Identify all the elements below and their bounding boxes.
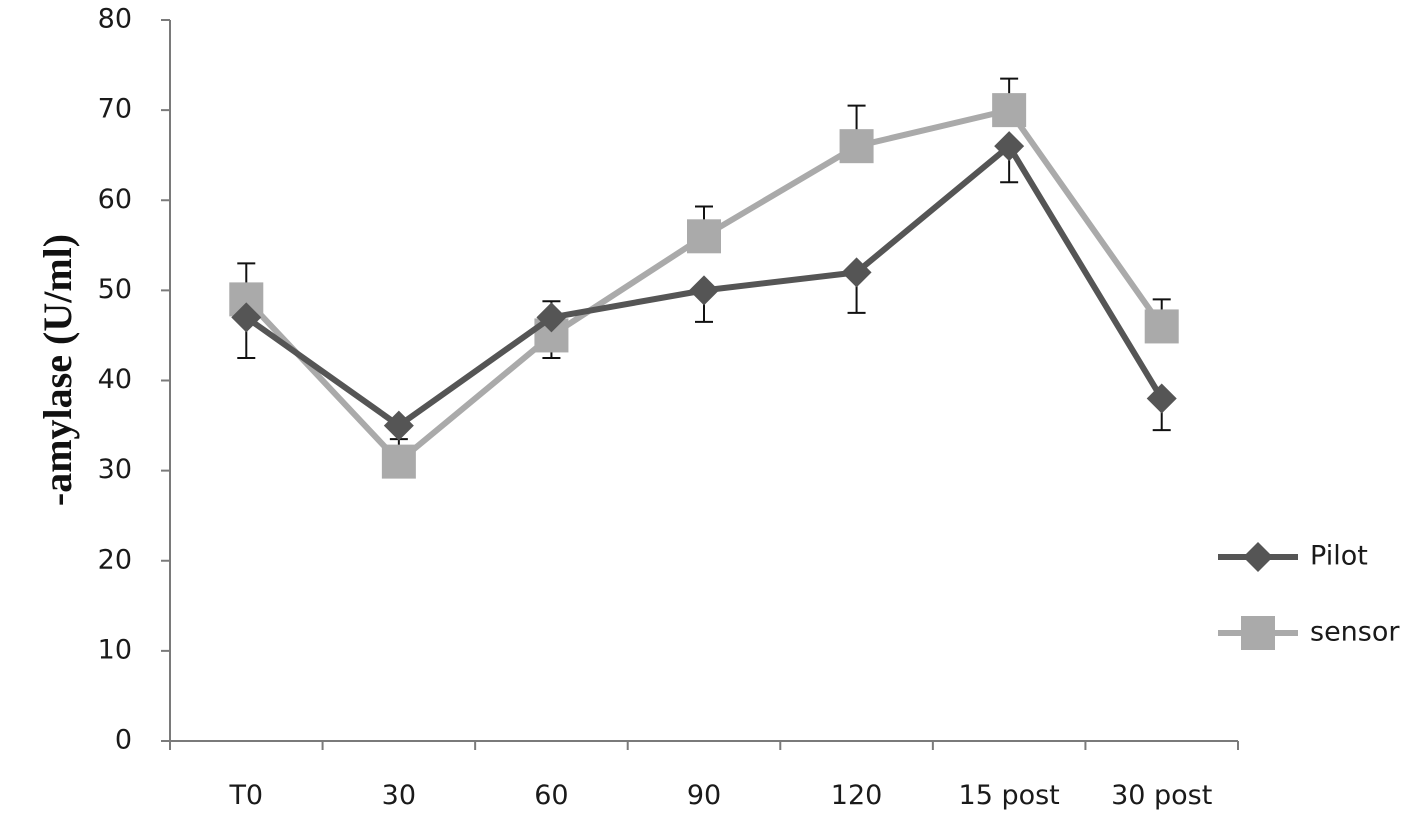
data-point — [1144, 309, 1179, 344]
data-point — [839, 129, 874, 164]
y-tick-label: 40 — [98, 364, 132, 395]
legend-item: sensor — [1218, 616, 1400, 650]
data-point — [992, 93, 1027, 128]
data-point — [689, 275, 719, 306]
legend-label: sensor — [1310, 617, 1400, 648]
x-tick-label: 60 — [534, 780, 568, 811]
x-tick-label: 120 — [831, 780, 883, 811]
legend-marker — [1243, 542, 1273, 572]
y-tick-label: 80 — [98, 4, 132, 35]
data-point — [536, 302, 567, 333]
data-point — [994, 131, 1025, 162]
data-point — [381, 444, 416, 479]
y-tick-label: 20 — [98, 544, 132, 575]
data-point — [383, 410, 414, 441]
y-tick-label: 10 — [98, 634, 132, 665]
data-point — [231, 302, 262, 333]
y-tick-label: 50 — [98, 274, 132, 305]
x-tick-label: 15 post — [959, 780, 1060, 811]
data-point — [687, 219, 721, 254]
y-tick-label: 0 — [115, 725, 132, 756]
y-axis-title: -amylase (U/ml) — [35, 234, 80, 506]
y-tick-label: 60 — [98, 184, 132, 215]
legend-marker — [1241, 616, 1275, 650]
legend-item: Pilot — [1218, 541, 1368, 572]
y-tick-label: 70 — [98, 94, 132, 125]
x-tick-label: 30 post — [1111, 780, 1212, 811]
series-pilot — [231, 131, 1177, 441]
series-sensor — [229, 77, 1179, 479]
x-tick-label: 90 — [687, 780, 721, 811]
legend-label: Pilot — [1310, 541, 1368, 572]
x-tick-label: 30 — [382, 780, 416, 811]
data-point — [1146, 383, 1177, 414]
y-tick-label: 30 — [98, 454, 132, 485]
data-point — [841, 257, 872, 288]
x-tick-label: T0 — [228, 780, 263, 811]
